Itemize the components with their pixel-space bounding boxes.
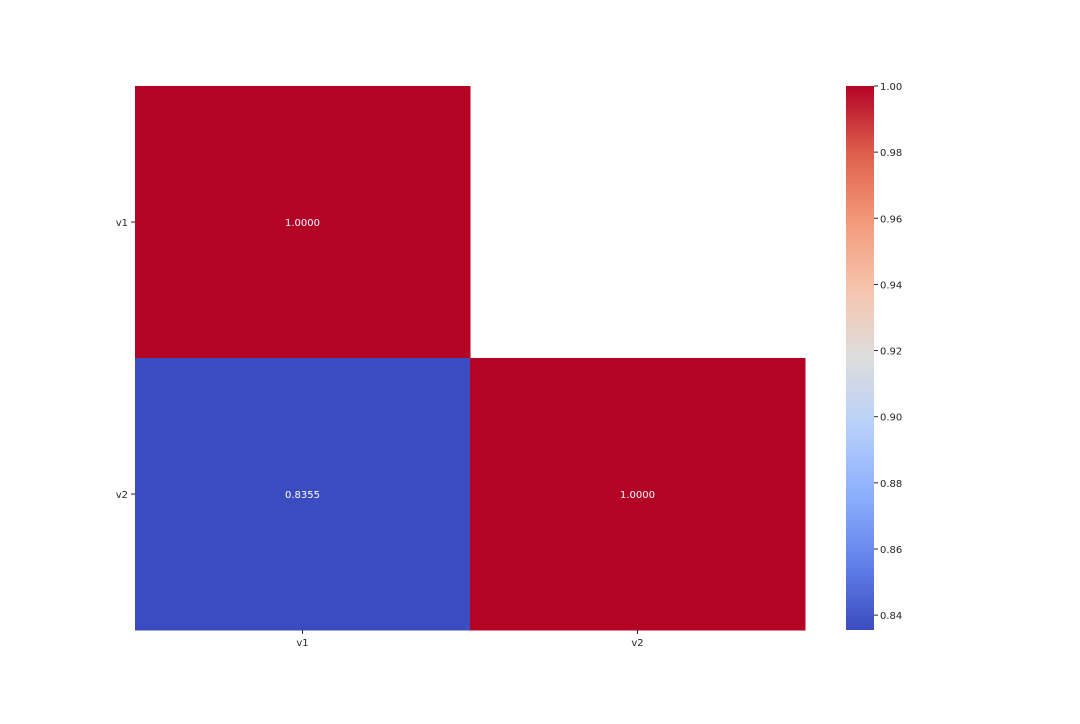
x-tick-label-v2: v2 — [631, 638, 643, 649]
colorbar-tick-label-0.90: 0.90 — [880, 413, 902, 424]
y-tick-label-v2: v2 — [116, 490, 128, 501]
x-axis: v1 v2 — [296, 630, 644, 649]
cell-annotation-v1-v1: 1.0000 — [285, 218, 320, 229]
colorbar-tick-label-0.92: 0.92 — [880, 347, 902, 358]
colorbar-tick-label-1.00: 1.00 — [880, 82, 902, 93]
y-axis: v1 v2 — [116, 218, 135, 501]
colorbar-tick-label-0.86: 0.86 — [880, 545, 902, 556]
cell-annotation-v2-v1: 0.8355 — [285, 490, 320, 501]
heatmap-cells — [135, 86, 806, 631]
colorbar: 0.84 0.86 0.88 0.90 0.92 0.94 0.96 0.98 1.00 — [846, 82, 902, 630]
heatmap-annotations: 1.0000 0.8355 1.0000 — [285, 218, 655, 501]
colorbar-tick-label-0.96: 0.96 — [880, 214, 902, 225]
colorbar-tick-label-0.94: 0.94 — [880, 280, 902, 291]
colorbar-tick-label-0.88: 0.88 — [880, 479, 902, 490]
heatmap-cell-v1-v1 — [135, 86, 471, 359]
colorbar-tick-label-0.98: 0.98 — [880, 148, 902, 159]
heatmap-cell-v2-v2 — [470, 358, 806, 631]
y-tick-label-v1: v1 — [116, 218, 128, 229]
heatmap-cell-v2-v1 — [135, 358, 471, 631]
colorbar-bar — [846, 86, 874, 630]
colorbar-tick-label-0.84: 0.84 — [880, 611, 902, 622]
x-tick-label-v1: v1 — [296, 638, 308, 649]
cell-annotation-v2-v2: 1.0000 — [620, 490, 655, 501]
